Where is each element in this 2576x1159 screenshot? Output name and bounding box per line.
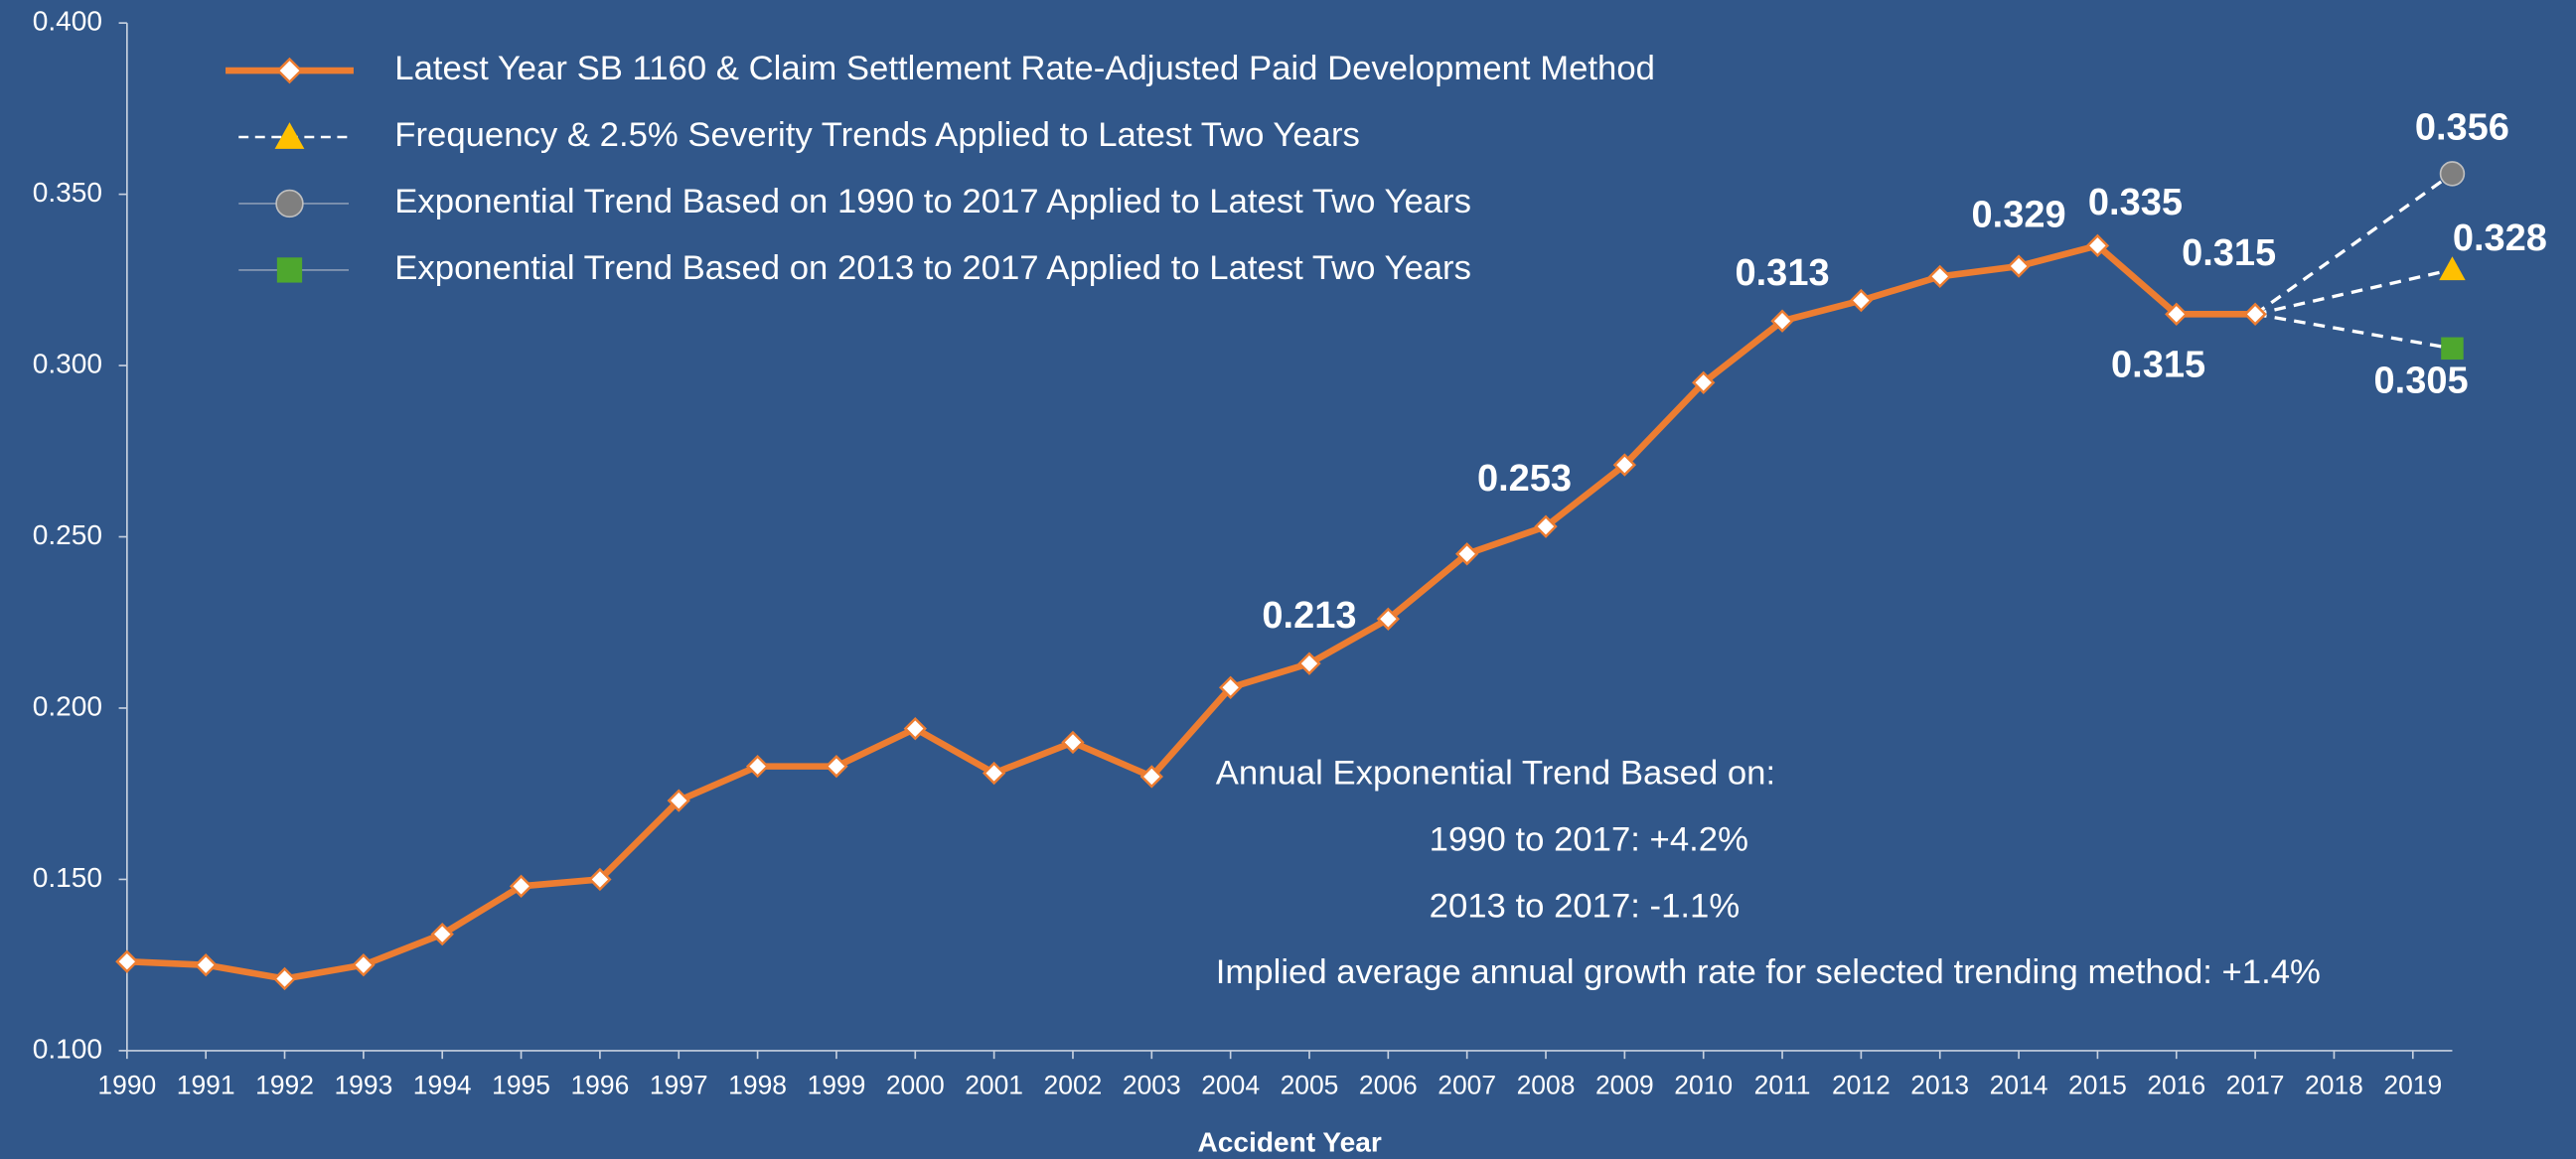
- point-marker: [2007, 254, 2031, 278]
- point-marker: [1297, 652, 1321, 675]
- point-marker: [2085, 233, 2110, 258]
- point-marker: [667, 789, 690, 812]
- x-tick-label: 2017: [2226, 1070, 2285, 1099]
- data-label: 0.356: [2415, 106, 2509, 148]
- legend-label: Exponential Trend Based on 2013 to 2017 …: [394, 249, 1471, 287]
- series-line: [126, 242, 2256, 982]
- data-label: 0.313: [1735, 252, 1829, 294]
- point-marker: [825, 754, 848, 779]
- point-marker: [352, 953, 376, 977]
- point-marker: [509, 874, 533, 899]
- data-label: 0.315: [2182, 232, 2276, 274]
- point-marker: [745, 754, 770, 779]
- x-tick-label: 2008: [1517, 1070, 1576, 1099]
- point-marker: [1612, 453, 1637, 477]
- legend-label: Exponential Trend Based on 1990 to 2017 …: [394, 183, 1471, 220]
- x-tick-label: 1999: [808, 1070, 866, 1099]
- x-tick-label: 2019: [2383, 1070, 2442, 1099]
- x-tick-label: 2010: [1674, 1070, 1733, 1099]
- x-tick-label: 2004: [1201, 1070, 1260, 1099]
- legend-label: Latest Year SB 1160 & Claim Settlement R…: [394, 50, 1655, 87]
- x-tick-label: 2015: [2068, 1070, 2127, 1099]
- y-tick-label: 0.400: [33, 6, 102, 37]
- x-axis-title: Accident Year: [1197, 1127, 1381, 1158]
- x-tick-label: 2007: [1438, 1070, 1496, 1099]
- x-tick-label: 1998: [728, 1070, 787, 1099]
- x-tick-label: 1993: [334, 1070, 392, 1099]
- data-label: 0.305: [2374, 361, 2469, 402]
- projection-line: [2254, 267, 2453, 316]
- y-tick-label: 0.250: [33, 519, 102, 550]
- x-tick-label: 2014: [1990, 1070, 2048, 1099]
- y-tick-label: 0.300: [33, 348, 102, 378]
- x-tick-label: 1996: [570, 1070, 629, 1099]
- x-tick-label: 2005: [1281, 1070, 1339, 1099]
- x-tick-label: 1995: [492, 1070, 550, 1099]
- point-marker: [2165, 302, 2189, 326]
- point-marker: [903, 717, 927, 741]
- point-marker: [2441, 337, 2464, 361]
- legend-marker: [276, 257, 303, 283]
- y-tick-label: 0.350: [33, 177, 102, 208]
- point-marker: [115, 949, 139, 973]
- x-tick-label: 2011: [1754, 1070, 1811, 1099]
- point-marker: [1061, 730, 1085, 755]
- point-marker: [2243, 302, 2267, 326]
- legend-marker: [276, 57, 303, 84]
- point-marker: [1534, 514, 1558, 538]
- point-marker: [194, 953, 218, 977]
- point-marker: [982, 761, 1006, 786]
- x-tick-label: 1997: [650, 1070, 708, 1099]
- y-tick-label: 0.200: [33, 690, 102, 721]
- x-tick-label: 2001: [965, 1070, 1023, 1099]
- annotation: 1990 to 2017: +4.2%: [1430, 820, 1748, 858]
- data-label: 0.329: [1972, 194, 2066, 235]
- y-tick-label: 0.100: [33, 1033, 102, 1064]
- data-label: 0.335: [2088, 182, 2183, 223]
- annotation: Implied average annual growth rate for s…: [1216, 953, 2321, 991]
- x-tick-label: 2009: [1595, 1070, 1654, 1099]
- point-marker: [430, 922, 454, 946]
- x-tick-label: 2018: [2305, 1070, 2363, 1099]
- point-marker: [2439, 161, 2466, 187]
- point-marker: [2439, 256, 2466, 281]
- data-label: 0.213: [1262, 595, 1356, 637]
- projection-line: [2254, 172, 2454, 316]
- point-marker: [1692, 370, 1716, 394]
- point-marker: [1218, 675, 1243, 699]
- x-tick-label: 2006: [1359, 1070, 1418, 1099]
- point-marker: [1455, 542, 1479, 566]
- x-tick-label: 2002: [1044, 1070, 1103, 1099]
- x-tick-label: 1990: [97, 1070, 156, 1099]
- legend-marker: [275, 189, 304, 218]
- point-marker: [1849, 288, 1874, 313]
- data-label: 0.328: [2453, 217, 2547, 259]
- point-marker: [1770, 309, 1794, 333]
- annotation: Annual Exponential Trend Based on:: [1216, 754, 1775, 792]
- x-tick-label: 2013: [1910, 1070, 1969, 1099]
- y-tick-label: 0.150: [33, 862, 102, 893]
- point-marker: [1928, 264, 1952, 289]
- point-marker: [1139, 765, 1163, 789]
- legend-marker: [274, 122, 305, 149]
- point-marker: [1376, 607, 1401, 631]
- point-marker: [588, 867, 612, 892]
- data-label: 0.315: [2111, 344, 2205, 385]
- x-tick-label: 1994: [413, 1070, 472, 1099]
- projection-line: [2254, 312, 2453, 351]
- annotation: 2013 to 2017: -1.1%: [1430, 887, 1741, 925]
- point-marker: [272, 966, 297, 991]
- x-tick-label: 1992: [255, 1070, 314, 1099]
- legend-label: Frequency & 2.5% Severity Trends Applied…: [394, 116, 1360, 154]
- x-tick-label: 2012: [1832, 1070, 1891, 1099]
- x-tick-label: 2003: [1123, 1070, 1181, 1099]
- x-tick-label: 1991: [177, 1070, 235, 1099]
- x-tick-label: 2016: [2147, 1070, 2205, 1099]
- data-label: 0.253: [1477, 458, 1572, 500]
- x-tick-label: 2000: [886, 1070, 945, 1099]
